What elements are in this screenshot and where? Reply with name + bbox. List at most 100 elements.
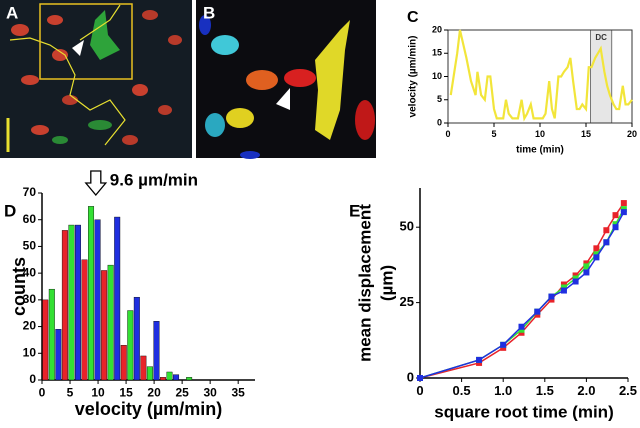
data-line bbox=[449, 29, 633, 122]
x-tick-label: 2.0 bbox=[577, 383, 595, 398]
marker bbox=[612, 212, 619, 219]
bar bbox=[186, 377, 193, 381]
bar bbox=[88, 206, 95, 381]
marker bbox=[548, 296, 555, 303]
x-tick-label: 0 bbox=[416, 383, 423, 398]
y-axis-label: (µm) bbox=[377, 265, 396, 301]
x-axis-label: velocity (µm/min) bbox=[75, 399, 222, 419]
marker bbox=[620, 206, 627, 213]
chart: D 0 10 20 30 40 50 60 70 0 5 10 15 20 25 30 35 velocity (… bbox=[4, 170, 255, 419]
bar bbox=[146, 366, 153, 381]
marker bbox=[583, 269, 590, 276]
x-tick-label: 15 bbox=[581, 129, 591, 139]
chart: E 0 25 50 0 0.5 1.0 1.5 2.0 2.5 square root time (… bbox=[349, 188, 637, 421]
marker bbox=[500, 344, 507, 351]
marker bbox=[560, 284, 567, 291]
x-tick-label: 30 bbox=[203, 385, 217, 399]
bar bbox=[107, 264, 114, 381]
y-axis-label: velocity (µm/min) bbox=[408, 36, 419, 118]
x-tick-label: 5 bbox=[67, 385, 74, 399]
bar bbox=[127, 310, 134, 381]
bar bbox=[68, 224, 75, 381]
y-tick-label: 20 bbox=[432, 24, 442, 34]
marker bbox=[593, 254, 600, 261]
data-line bbox=[419, 211, 625, 379]
bar bbox=[120, 345, 127, 381]
x-tick-label: 20 bbox=[627, 129, 637, 139]
y-tick-label: 10 bbox=[23, 345, 37, 359]
shade-label: DC bbox=[595, 33, 607, 42]
marker bbox=[620, 200, 627, 207]
x-tick-label: 15 bbox=[119, 385, 133, 399]
marker bbox=[583, 263, 590, 270]
bar bbox=[133, 296, 140, 381]
marker bbox=[603, 227, 610, 234]
bar bbox=[42, 299, 49, 381]
x-tick-label: 10 bbox=[91, 385, 105, 399]
x-tick-label: 10 bbox=[535, 129, 545, 139]
marker bbox=[612, 224, 619, 231]
x-tick-label: 1.5 bbox=[536, 383, 554, 398]
bar bbox=[160, 377, 166, 381]
marker bbox=[534, 311, 541, 318]
bar bbox=[55, 329, 62, 381]
bar bbox=[48, 288, 55, 381]
panel-b-image: B bbox=[196, 0, 376, 159]
x-tick-label: 20 bbox=[147, 385, 161, 399]
marker bbox=[560, 281, 567, 288]
y-tick-label: 50 bbox=[400, 219, 414, 234]
panel-label: B bbox=[203, 3, 215, 22]
marker bbox=[583, 260, 590, 267]
bar bbox=[166, 371, 173, 381]
marker bbox=[620, 209, 627, 216]
y-tick-label: 40 bbox=[23, 265, 37, 279]
annotation-text: 9.6 µm/min bbox=[110, 170, 198, 189]
panel-label: E bbox=[349, 201, 360, 220]
marker bbox=[417, 375, 423, 381]
bar bbox=[101, 270, 108, 381]
panel-label: C bbox=[407, 9, 419, 26]
x-axis-label: square root time (min) bbox=[434, 402, 613, 421]
y-tick-label: 15 bbox=[432, 48, 442, 58]
x-axis-label: time (min) bbox=[516, 145, 564, 156]
bar bbox=[173, 374, 180, 381]
marker bbox=[534, 308, 541, 315]
y-axis-label: counts bbox=[9, 257, 29, 316]
bar bbox=[61, 230, 68, 381]
panel-label: A bbox=[6, 3, 18, 22]
marker bbox=[612, 221, 619, 228]
marker bbox=[476, 356, 483, 363]
annotation-arrow bbox=[84, 170, 108, 197]
x-tick-label: 25 bbox=[175, 385, 189, 399]
y-tick-label: 5 bbox=[437, 94, 442, 104]
marker bbox=[572, 278, 579, 285]
y-axis-label: mean displacement bbox=[355, 204, 374, 362]
marker bbox=[518, 326, 525, 333]
marker bbox=[548, 293, 555, 300]
marker bbox=[560, 287, 567, 294]
panel-a-image: A bbox=[0, 0, 192, 158]
marker bbox=[572, 272, 579, 279]
marker bbox=[518, 323, 525, 330]
y-tick-label: 30 bbox=[23, 292, 37, 306]
x-tick-label: 2.5 bbox=[619, 383, 637, 398]
y-tick-label: 50 bbox=[23, 239, 37, 253]
x-tick-label: 5 bbox=[491, 129, 496, 139]
bar bbox=[74, 224, 81, 381]
marker bbox=[593, 245, 600, 252]
y-tick-label: 25 bbox=[400, 294, 414, 309]
marker bbox=[593, 251, 600, 258]
bar bbox=[153, 321, 160, 381]
marker bbox=[572, 275, 579, 282]
panel-label: D bbox=[4, 201, 16, 220]
y-tick-label: 60 bbox=[23, 212, 37, 226]
marker bbox=[476, 359, 483, 366]
y-tick-label: 20 bbox=[23, 319, 37, 333]
x-tick-label: 1.0 bbox=[494, 383, 512, 398]
data-line bbox=[419, 202, 625, 379]
data-line bbox=[419, 208, 625, 379]
bar bbox=[94, 219, 101, 381]
bar bbox=[81, 259, 88, 381]
chart: C DC 0 5 10 15 20 0 5 10 15 20 time (min) velocity (µ… bbox=[407, 9, 637, 155]
